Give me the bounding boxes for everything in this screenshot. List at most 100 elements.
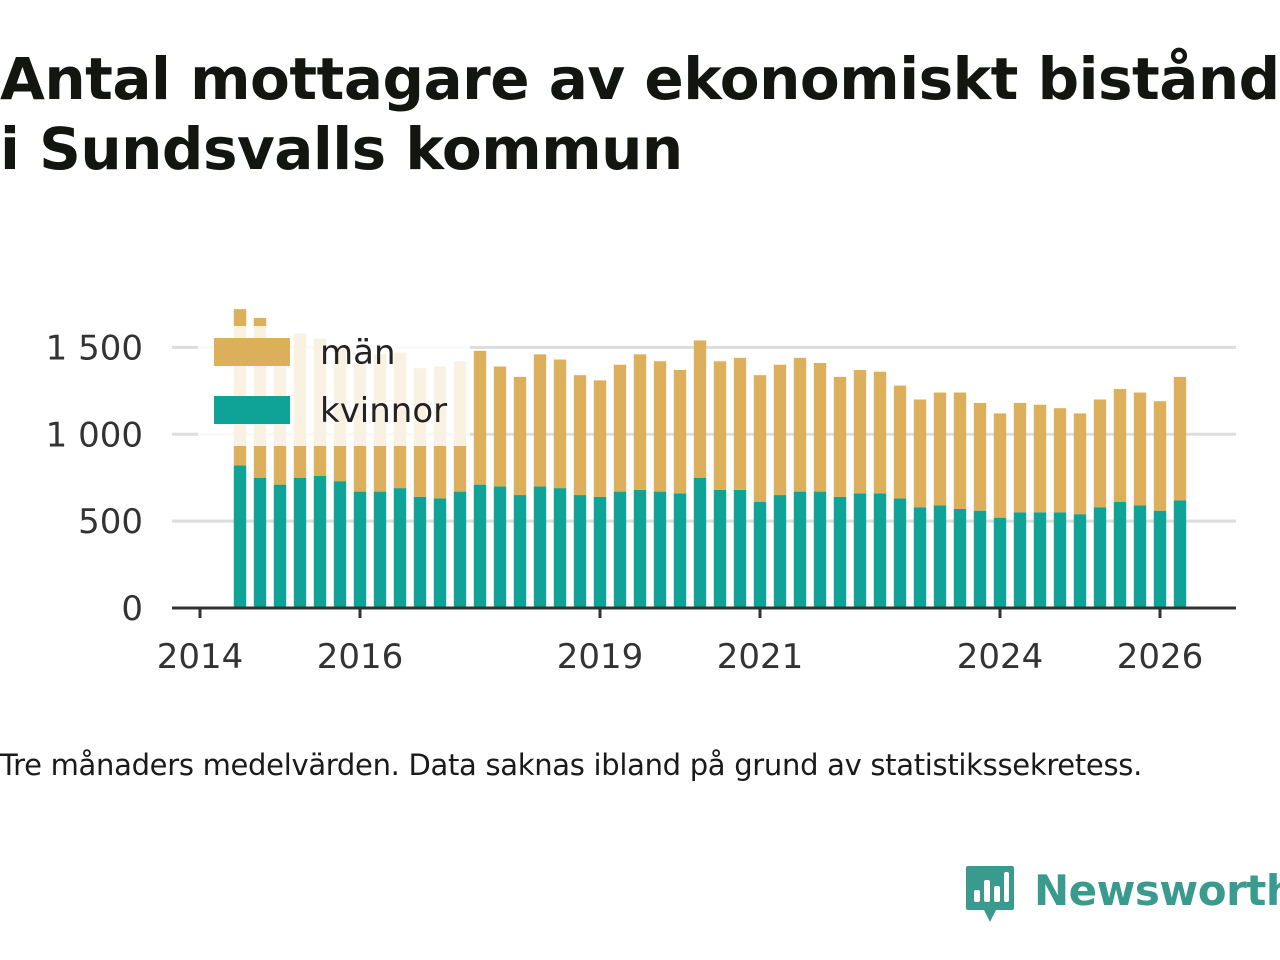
legend-swatch-man [214, 338, 290, 366]
bar-man [893, 385, 907, 499]
x-tick-label: 2016 [317, 637, 404, 677]
bar-man [493, 366, 507, 487]
chart-title: Antal mottagare av ekonomiskt bistånd i … [0, 44, 1280, 184]
bar-kvinnor [773, 495, 787, 608]
bar-kvinnor [1073, 514, 1087, 608]
bar-man [773, 364, 787, 496]
footnote: Tre månaders medelvärden. Data saknas ib… [0, 748, 1142, 782]
bar-man [1113, 389, 1127, 503]
bar-man [533, 354, 547, 487]
y-tick-label: 500 [78, 502, 143, 542]
legend-swatch-kvinnor [214, 396, 290, 424]
bar-man [873, 371, 887, 494]
bar-kvinnor [573, 495, 587, 608]
bar-kvinnor [233, 465, 247, 608]
bar-kvinnor [373, 491, 387, 608]
bar-man [653, 361, 667, 492]
bar-kvinnor [853, 493, 867, 608]
bar-man [793, 357, 807, 492]
bar-man [573, 375, 587, 496]
legend-label-kvinnor: kvinnor [320, 391, 447, 431]
y-tick-label: 0 [121, 589, 143, 629]
bar-man [933, 392, 947, 506]
bar-kvinnor [553, 488, 567, 608]
bar-man [1153, 401, 1167, 511]
bar-man [953, 392, 967, 509]
bar-kvinnor [493, 486, 507, 608]
bar-kvinnor [913, 507, 927, 608]
bar-man [593, 380, 607, 497]
bar-man [813, 363, 827, 492]
bar-man [673, 369, 687, 494]
bar-man [733, 357, 747, 490]
bar-man [833, 376, 847, 497]
bar-kvinnor [893, 498, 907, 608]
newsworthy-logo-icon [966, 866, 1014, 922]
bar-man [1053, 408, 1067, 513]
bar-man [1033, 404, 1047, 513]
bar-kvinnor [733, 489, 747, 608]
x-tick-label: 2019 [557, 637, 644, 677]
bar-man [553, 359, 567, 489]
bar-kvinnor [1153, 510, 1167, 608]
bar-kvinnor [313, 475, 327, 608]
stacked-bar-chart: män kvinnor 0 500 1 000 1 500 2014 2016 2019 202… [46, 309, 1236, 677]
bar-kvinnor [1113, 502, 1127, 608]
bar-kvinnor [1013, 512, 1027, 608]
bar-kvinnor [533, 486, 547, 608]
bar-kvinnor [293, 477, 307, 608]
bar-man [993, 413, 1007, 518]
bar-kvinnor [693, 477, 707, 608]
bar-man [753, 375, 767, 503]
x-tick-label: 2014 [157, 637, 244, 677]
bar-kvinnor [1133, 505, 1147, 608]
bar-man [1013, 402, 1027, 513]
bar-man [613, 364, 627, 492]
bar-man [473, 350, 487, 485]
bar-man [1073, 413, 1087, 515]
bar-kvinnor [993, 517, 1007, 608]
bar-kvinnor [713, 489, 727, 608]
bar-kvinnor [813, 491, 827, 608]
bar-man [1173, 376, 1187, 501]
x-tick-label: 2024 [957, 637, 1044, 677]
bar-kvinnor [413, 496, 427, 608]
bar-kvinnor [333, 481, 347, 608]
bar-kvinnor [1173, 500, 1187, 608]
bar-man [973, 402, 987, 511]
axes: 0 500 1 000 1 500 2014 2016 2019 2021 2024 2026 [46, 328, 1236, 677]
y-tick-label: 1 500 [46, 328, 143, 368]
x-tick-label: 2026 [1117, 637, 1204, 677]
bar-man [853, 369, 867, 494]
bar-kvinnor [1033, 512, 1047, 608]
bar-kvinnor [953, 508, 967, 608]
bar-kvinnor [273, 484, 287, 608]
bar-kvinnor [973, 510, 987, 608]
bar-kvinnor [593, 496, 607, 608]
bar-kvinnor [393, 488, 407, 608]
bar-kvinnor [453, 491, 467, 608]
bar-kvinnor [673, 493, 687, 608]
brand-name: Newsworthy [1034, 866, 1280, 915]
bar-kvinnor [653, 491, 667, 608]
bar-man [713, 361, 727, 490]
legend-label-man: män [320, 333, 396, 373]
bar-man [1093, 399, 1107, 508]
bar-kvinnor [613, 491, 627, 608]
bar-kvinnor [633, 489, 647, 608]
bar-kvinnor [253, 477, 267, 608]
bar-kvinnor [793, 491, 807, 608]
bar-kvinnor [833, 496, 847, 608]
bar-kvinnor [1093, 507, 1107, 608]
chart-title-line-1: Antal mottagare av ekonomiskt bistånd [0, 45, 1280, 113]
bar-kvinnor [753, 502, 767, 608]
bar-kvinnor [353, 491, 367, 608]
bar-man [633, 354, 647, 490]
bar-kvinnor [1053, 512, 1067, 608]
bar-man [913, 399, 927, 508]
x-tick-label: 2021 [717, 637, 804, 677]
y-tick-label: 1 000 [46, 415, 143, 455]
bar-kvinnor [473, 484, 487, 608]
chart-title-line-2: i Sundsvalls kommun [0, 115, 683, 183]
bar-kvinnor [433, 498, 447, 608]
